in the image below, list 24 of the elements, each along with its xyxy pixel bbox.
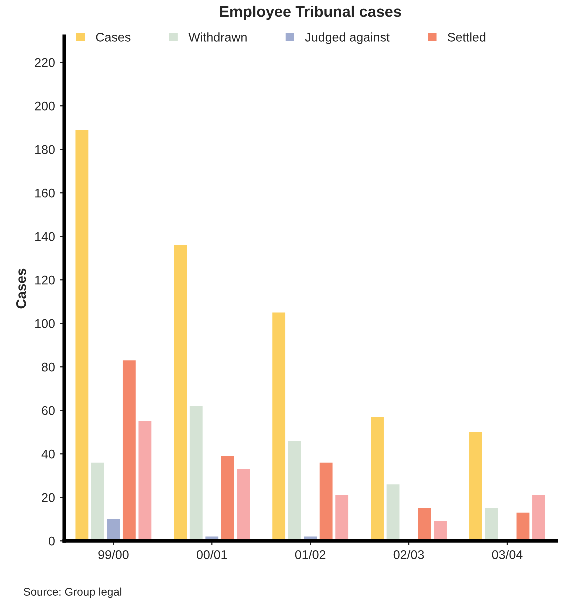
legend-label: Settled xyxy=(448,32,486,42)
y-tick-label: 20 xyxy=(42,493,55,502)
chart-title: Employee Tribunal cases xyxy=(220,6,402,20)
y-tick-label: 200 xyxy=(35,102,55,111)
x-tick-label: 01/02 xyxy=(295,550,326,560)
y-tick-label: 40 xyxy=(42,450,55,459)
y-tick-label: 100 xyxy=(36,319,55,328)
y-tick-label: 160 xyxy=(36,188,55,198)
x-tick-label: 02/03 xyxy=(394,550,424,560)
source-note: Source: Group legal xyxy=(24,588,122,598)
y-tick-label: 0 xyxy=(48,536,55,546)
legend-label: Withdrawn xyxy=(188,32,247,42)
y-tick-label: 140 xyxy=(36,232,55,242)
x-tick-label: 99/00 xyxy=(98,550,129,560)
x-tick-label: 00/01 xyxy=(196,550,228,560)
y-axis-title: Cases xyxy=(16,268,26,309)
y-tick-label: 220 xyxy=(35,58,55,68)
y-tick-label: 180 xyxy=(36,145,55,154)
y-tick-label: 80 xyxy=(42,362,55,372)
legend-label: Cases xyxy=(96,32,131,42)
y-tick-label: 60 xyxy=(42,406,55,416)
y-tick-label: 120 xyxy=(36,276,55,285)
x-tick-label: 03/04 xyxy=(492,550,523,560)
legend-label: Judged against xyxy=(305,32,390,44)
